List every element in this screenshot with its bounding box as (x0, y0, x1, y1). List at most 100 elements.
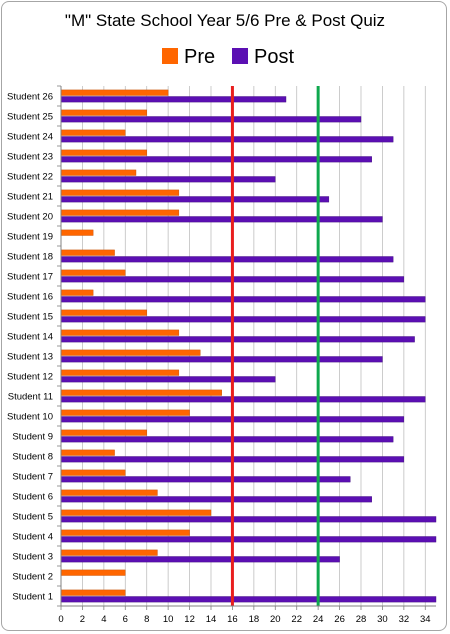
bar-post-22 (60, 176, 276, 183)
legend: Pre Post (162, 46, 294, 68)
category-label: Student 24 (7, 132, 53, 143)
x-tick-label: 0 (58, 614, 63, 625)
category-label: Student 16 (7, 292, 53, 303)
x-tick-label: 18 (249, 614, 260, 625)
x-tick-label: 32 (399, 614, 410, 625)
category-label: Student 19 (7, 232, 53, 243)
bar-pre-13 (60, 349, 201, 356)
bar-post-24 (60, 136, 394, 143)
category-label: Student 21 (7, 192, 53, 203)
bar-post-5 (60, 516, 437, 523)
category-label: Student 18 (7, 252, 53, 263)
bar-post-16 (60, 296, 426, 303)
bar-post-23 (60, 156, 372, 163)
bar-post-13 (60, 356, 383, 363)
bar-post-15 (60, 316, 426, 323)
bar-pre-3 (60, 549, 158, 556)
x-tick-label: 34 (420, 614, 431, 625)
bar-pre-22 (60, 169, 137, 176)
bar-post-1 (60, 596, 437, 603)
bar-post-4 (60, 536, 437, 543)
bar-post-6 (60, 496, 372, 503)
bar-pre-16 (60, 289, 94, 296)
bar-pre-12 (60, 369, 180, 376)
category-label: Student 8 (12, 452, 53, 463)
x-tick-label: 22 (291, 614, 302, 625)
bar-post-12 (60, 376, 276, 383)
category-label: Student 9 (12, 432, 53, 443)
bar-post-11 (60, 396, 426, 403)
category-label: Student 6 (12, 492, 53, 503)
x-tick-label: 24 (313, 614, 324, 625)
bar-pre-5 (60, 509, 212, 516)
category-label: Student 26 (7, 92, 53, 103)
bar-pre-1 (60, 589, 126, 596)
category-label: Student 2 (12, 572, 53, 583)
bar-pre-20 (60, 209, 180, 216)
bar-pre-21 (60, 189, 180, 196)
bar-pre-8 (60, 449, 115, 456)
x-tick-label: 26 (334, 614, 345, 625)
category-label: Student 5 (12, 512, 53, 523)
legend-label-post: Post (254, 46, 294, 68)
bar-pre-24 (60, 129, 126, 136)
bar-post-18 (60, 256, 394, 263)
bar-pre-18 (60, 249, 115, 256)
bar-post-21 (60, 196, 330, 203)
x-tick-label: 8 (144, 614, 149, 625)
category-label: Student 3 (12, 552, 53, 563)
x-tick-label: 6 (123, 614, 128, 625)
gridlines (82, 86, 426, 606)
bar-pre-26 (60, 89, 169, 96)
category-label: Student 7 (12, 472, 53, 483)
bars (60, 89, 437, 603)
x-tick-label: 16 (227, 614, 238, 625)
bar-pre-14 (60, 329, 180, 336)
bar-pre-9 (60, 429, 147, 436)
reference-lines (230, 86, 320, 606)
axes (57, 85, 436, 607)
category-label: Student 20 (7, 212, 53, 223)
category-label: Student 10 (7, 412, 53, 423)
category-label: Student 22 (7, 172, 53, 183)
chart-title: "M" State School Year 5/6 Pre & Post Qui… (65, 11, 385, 30)
x-tick-label: 14 (206, 614, 217, 625)
bar-pre-19 (60, 229, 94, 236)
category-label: Student 23 (7, 152, 53, 163)
bar-pre-17 (60, 269, 126, 276)
x-tick-label: 20 (270, 614, 281, 625)
bar-pre-6 (60, 489, 158, 496)
bar-pre-15 (60, 309, 147, 316)
bar-post-25 (60, 116, 362, 123)
x-tick-label: 4 (101, 614, 106, 625)
x-tick-label: 30 (377, 614, 388, 625)
x-tick-label: 12 (184, 614, 195, 625)
x-tick-label: 28 (356, 614, 367, 625)
bar-pre-10 (60, 409, 190, 416)
category-label: Student 17 (7, 272, 53, 283)
bar-pre-4 (60, 529, 190, 536)
tick-labels: 0 2 4 6 8 10 12 14 16 18 20 22 24 26 28 30 32 34 (58, 606, 431, 625)
category-label: Student 15 (7, 312, 53, 323)
bar-pre-23 (60, 149, 147, 156)
bar-post-3 (60, 556, 340, 563)
category-label: Student 11 (8, 392, 53, 403)
bar-pre-11 (60, 389, 222, 396)
bar-pre-2 (60, 569, 126, 576)
bar-post-14 (60, 336, 415, 343)
bar-post-7 (60, 476, 351, 483)
category-label: Student 12 (7, 372, 53, 383)
category-label: Student 4 (12, 532, 53, 543)
category-label: Student 13 (7, 352, 53, 363)
bar-post-26 (60, 96, 287, 103)
category-labels: Student 1 Student 2 Student 3 Student 4 Stud… (7, 92, 53, 603)
bar-post-20 (60, 216, 383, 223)
x-tick-label: 10 (163, 614, 174, 625)
category-label: Student 25 (7, 112, 53, 123)
category-label: Student 1 (12, 592, 53, 603)
legend-swatch-pre (162, 48, 178, 64)
legend-label-pre: Pre (184, 46, 215, 68)
legend-swatch-post (232, 48, 248, 64)
